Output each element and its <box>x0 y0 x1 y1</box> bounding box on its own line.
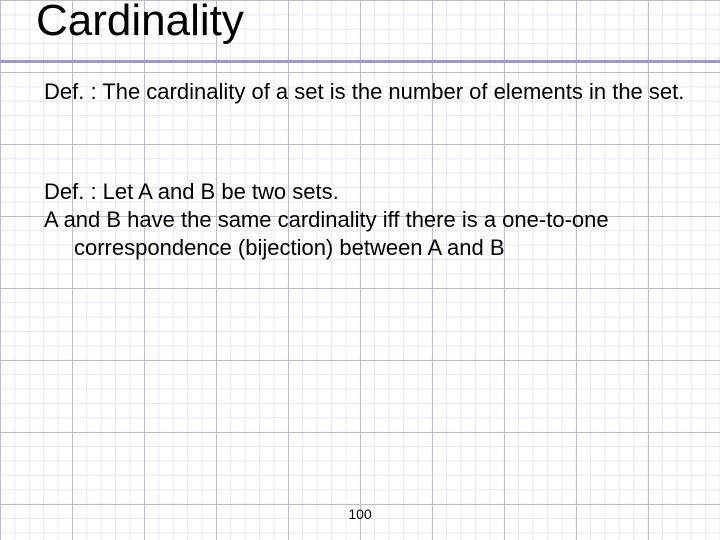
definition-1: Def. : The cardinality of a set is the n… <box>44 78 686 106</box>
page-number: 100 <box>0 506 720 522</box>
slide-body: Def. : The cardinality of a set is the n… <box>44 78 686 263</box>
definition-2: Def. : Let A and B be two sets. A and B … <box>44 178 686 262</box>
slide: Cardinality Def. : The cardinality of a … <box>0 0 720 540</box>
title-underline <box>0 60 720 63</box>
definition-2-line-2: A and B have the same cardinality iff th… <box>44 206 686 262</box>
slide-title: Cardinality <box>36 0 244 46</box>
definition-2-line-1: Def. : Let A and B be two sets. <box>44 178 686 206</box>
